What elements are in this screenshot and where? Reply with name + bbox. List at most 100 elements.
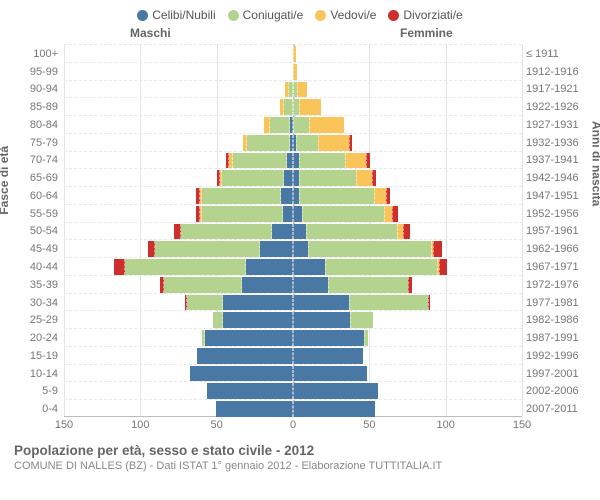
segment-married (299, 188, 375, 204)
age-label: 10-14 (14, 368, 58, 380)
age-label: 60-64 (14, 190, 58, 202)
segment-divorced (408, 277, 412, 293)
segment-single (190, 366, 293, 382)
age-label: 50-54 (14, 225, 58, 237)
bar-female (293, 224, 522, 240)
segment-single (281, 188, 293, 204)
age-row: 15-191992-1996 (64, 346, 522, 365)
segment-divorced (439, 259, 446, 275)
segment-widowed (309, 117, 344, 133)
segment-single (293, 401, 375, 417)
age-label: 35-39 (14, 279, 58, 291)
birth-label: 1962-1966 (526, 243, 588, 255)
bar-male (64, 366, 293, 382)
bar-male (64, 188, 293, 204)
segment-single (293, 312, 350, 328)
birth-label: 1972-1976 (526, 279, 588, 291)
segment-divorced (349, 135, 352, 151)
segment-widowed (318, 135, 350, 151)
birth-label: ≤ 1911 (526, 48, 588, 60)
segment-single (216, 401, 293, 417)
birth-label: 1967-1971 (526, 261, 588, 273)
birth-label: 1992-1996 (526, 350, 588, 362)
x-tick: 50 (211, 419, 223, 431)
x-tick: 150 (55, 419, 73, 431)
segment-single (283, 206, 293, 222)
age-label: 85-89 (14, 101, 58, 113)
segment-single (272, 224, 293, 240)
segment-single (293, 366, 367, 382)
segment-single (293, 259, 325, 275)
segment-divorced (366, 153, 370, 169)
bar-female (293, 82, 522, 98)
bar-male (64, 135, 293, 151)
segment-widowed (356, 170, 372, 186)
segment-single (207, 383, 293, 399)
bar-female (293, 117, 522, 133)
birth-label: 2007-2011 (526, 403, 588, 415)
age-row: 65-691942-1946 (64, 168, 522, 187)
segment-single (223, 312, 293, 328)
segment-married (296, 135, 318, 151)
age-label: 55-59 (14, 208, 58, 220)
bar-female (293, 170, 522, 186)
y-axis-right-title: Anni di nascita (589, 120, 600, 205)
age-row: 45-491962-1966 (64, 239, 522, 258)
segment-single (205, 330, 293, 346)
segment-divorced (392, 206, 398, 222)
segment-single (293, 224, 306, 240)
bar-female (293, 206, 522, 222)
bar-female (293, 312, 522, 328)
segment-single (293, 330, 364, 346)
bar-male (64, 206, 293, 222)
segment-divorced (428, 295, 431, 311)
bar-female (293, 383, 522, 399)
bar-male (64, 46, 293, 62)
footer: Popolazione per età, sesso e stato civil… (0, 439, 600, 472)
segment-single (293, 383, 378, 399)
age-row: 95-991912-1916 (64, 62, 522, 81)
age-row: 30-341977-1981 (64, 293, 522, 312)
birth-label: 1947-1951 (526, 190, 588, 202)
segment-married (302, 206, 384, 222)
bar-male (64, 64, 293, 80)
birth-label: 1977-1981 (526, 297, 588, 309)
birth-label: 1942-1946 (526, 172, 588, 184)
segment-married (284, 99, 293, 115)
segment-married (293, 117, 309, 133)
bar-male (64, 259, 293, 275)
segment-widowed (297, 82, 307, 98)
legend-label: Vedovi/e (330, 8, 376, 22)
divorced-swatch (388, 10, 399, 21)
segment-married (247, 135, 291, 151)
bar-female (293, 64, 522, 80)
bar-male (64, 82, 293, 98)
segment-married (308, 241, 431, 257)
birth-label: 1932-1936 (526, 137, 588, 149)
segment-divorced (403, 224, 410, 240)
segment-married (202, 206, 282, 222)
segment-divorced (148, 241, 155, 257)
age-label: 30-34 (14, 297, 58, 309)
segment-married (155, 241, 260, 257)
birth-label: 1922-1926 (526, 101, 588, 113)
legend-item-widowed: Vedovi/e (315, 8, 376, 22)
bar-male (64, 312, 293, 328)
age-row: 55-591952-1956 (64, 204, 522, 223)
bar-female (293, 241, 522, 257)
segment-married (222, 170, 284, 186)
segment-married (328, 277, 408, 293)
bar-female (293, 46, 522, 62)
bar-female (293, 277, 522, 293)
segment-widowed (293, 64, 297, 80)
age-label: 95-99 (14, 66, 58, 78)
age-row: 50-541957-1961 (64, 222, 522, 241)
segment-divorced (174, 224, 181, 240)
header-male: Maschi (130, 26, 171, 40)
single-swatch (137, 10, 148, 21)
bar-male (64, 170, 293, 186)
segment-widowed (299, 99, 321, 115)
segment-married (213, 312, 223, 328)
age-row: 60-641947-1951 (64, 186, 522, 205)
birth-label: 1937-1941 (526, 154, 588, 166)
